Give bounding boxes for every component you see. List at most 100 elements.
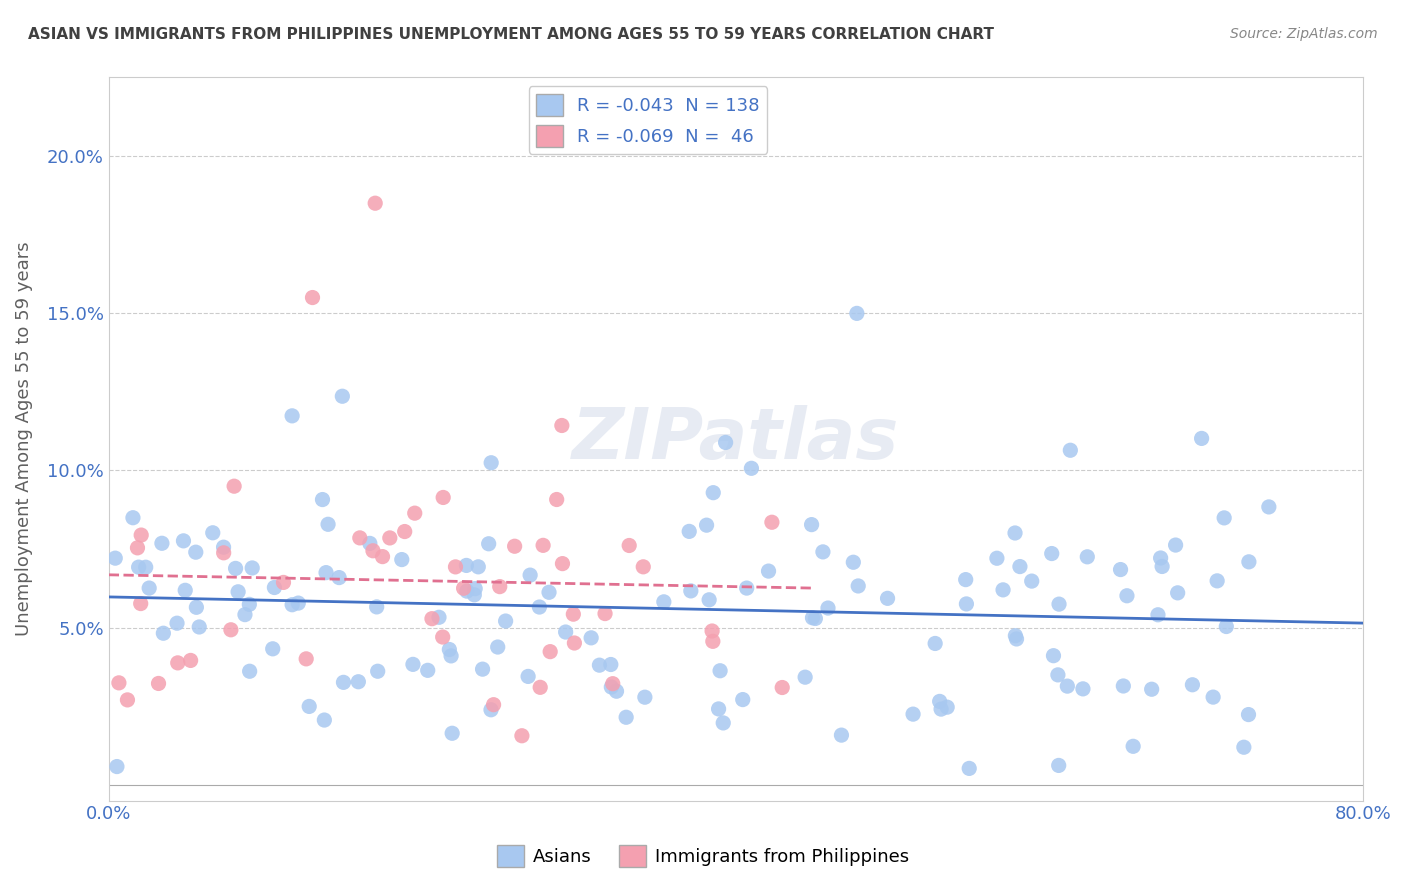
Immigrants from Philippines <box>371 549 394 564</box>
Text: ZIPatlas: ZIPatlas <box>572 405 900 474</box>
Asians <box>1181 678 1204 692</box>
Asians <box>1257 500 1279 514</box>
Asians <box>901 707 924 722</box>
Asians <box>1059 443 1081 458</box>
Immigrants from Philippines <box>420 612 443 626</box>
Asians <box>225 561 247 575</box>
Legend: R = -0.043  N = 138, R = -0.069  N =  46: R = -0.043 N = 138, R = -0.069 N = 46 <box>529 87 768 154</box>
Asians <box>928 694 950 708</box>
Asians <box>316 517 339 532</box>
Immigrants from Philippines <box>129 528 152 542</box>
Asians <box>845 306 868 320</box>
Asians <box>359 536 381 550</box>
Asians <box>174 583 197 598</box>
Asians <box>678 524 700 539</box>
Y-axis label: Unemployment Among Ages 55 to 59 years: Unemployment Among Ages 55 to 59 years <box>15 242 32 636</box>
Asians <box>347 674 370 689</box>
Asians <box>238 598 260 612</box>
Immigrants from Philippines <box>538 645 561 659</box>
Asians <box>314 713 336 727</box>
Immigrants from Philippines <box>166 656 188 670</box>
Asians <box>281 598 304 612</box>
Asians <box>1116 589 1139 603</box>
Asians <box>471 662 494 676</box>
Asians <box>1056 679 1078 693</box>
Immigrants from Philippines <box>301 291 323 305</box>
Asians <box>804 611 827 625</box>
Immigrants from Philippines <box>503 539 526 553</box>
Asians <box>281 409 304 423</box>
Asians <box>811 545 834 559</box>
Asians <box>166 616 188 631</box>
Asians <box>298 699 321 714</box>
Immigrants from Philippines <box>482 698 505 712</box>
Asians <box>464 582 486 596</box>
Immigrants from Philippines <box>702 634 724 648</box>
Asians <box>463 588 485 602</box>
Asians <box>226 584 249 599</box>
Asians <box>184 545 207 559</box>
Asians <box>1040 547 1063 561</box>
Immigrants from Philippines <box>529 681 551 695</box>
Asians <box>679 583 702 598</box>
Immigrants from Philippines <box>619 539 641 553</box>
Asians <box>201 525 224 540</box>
Immigrants from Philippines <box>761 515 783 529</box>
Asians <box>817 601 839 615</box>
Asians <box>262 641 284 656</box>
Asians <box>478 537 501 551</box>
Immigrants from Philippines <box>531 538 554 552</box>
Asians <box>263 581 285 595</box>
Asians <box>486 640 509 654</box>
Asians <box>427 610 450 624</box>
Asians <box>929 702 952 716</box>
Asians <box>614 710 637 724</box>
Immigrants from Philippines <box>488 580 510 594</box>
Asians <box>456 558 478 573</box>
Asians <box>311 492 333 507</box>
Asians <box>711 715 734 730</box>
Immigrants from Philippines <box>349 531 371 545</box>
Asians <box>579 631 602 645</box>
Asians <box>588 658 610 673</box>
Asians <box>605 684 627 698</box>
Immigrants from Philippines <box>394 524 416 539</box>
Immigrants from Philippines <box>108 676 131 690</box>
Asians <box>152 626 174 640</box>
Asians <box>876 591 898 606</box>
Immigrants from Philippines <box>453 581 475 595</box>
Asians <box>846 579 869 593</box>
Immigrants from Philippines <box>564 636 586 650</box>
Asians <box>731 692 754 706</box>
Asians <box>1046 668 1069 682</box>
Immigrants from Philippines <box>551 557 574 571</box>
Asians <box>332 675 354 690</box>
Asians <box>1021 574 1043 588</box>
Immigrants from Philippines <box>404 506 426 520</box>
Asians <box>652 595 675 609</box>
Asians <box>1167 586 1189 600</box>
Asians <box>1005 632 1028 646</box>
Immigrants from Philippines <box>432 491 454 505</box>
Immigrants from Philippines <box>295 652 318 666</box>
Asians <box>1237 707 1260 722</box>
Asians <box>104 551 127 566</box>
Asians <box>991 582 1014 597</box>
Asians <box>800 517 823 532</box>
Immigrants from Philippines <box>127 541 149 555</box>
Asians <box>138 581 160 595</box>
Immigrants from Philippines <box>361 543 384 558</box>
Asians <box>1147 607 1170 622</box>
Immigrants from Philippines <box>117 693 139 707</box>
Asians <box>696 518 718 533</box>
Asians <box>1076 549 1098 564</box>
Immigrants from Philippines <box>364 196 387 211</box>
Immigrants from Philippines <box>562 607 585 622</box>
Asians <box>702 485 724 500</box>
Immigrants from Philippines <box>432 630 454 644</box>
Asians <box>1140 682 1163 697</box>
Asians <box>495 614 517 628</box>
Asians <box>1149 551 1171 566</box>
Immigrants from Philippines <box>224 479 246 493</box>
Asians <box>599 657 621 672</box>
